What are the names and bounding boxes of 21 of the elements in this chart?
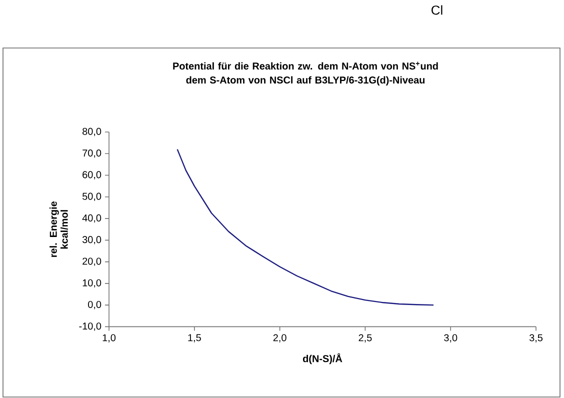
chart-title: Potential für die Reaktion zw. dem N-Atom von NS$^{+}$und dem S-Atom von NSCl auf B3LYP/6-31G(d)-Niveau [173,62,438,86]
x-tick-label: 2,0 [273,334,286,342]
x-tick-label: 1,5 [188,334,201,342]
x-tick-label: 3,0 [444,334,458,342]
y-tick-label: 50,0 [82,192,102,202]
y-tick-label: 30,0 [82,236,102,244]
y-tick-label: 20,0 [82,258,102,266]
y-tick-label: 70,0 [82,150,102,158]
y-tick-label: -10,0 [79,322,102,331]
text: Cl [432,5,442,15]
x-axis-title: d(N-S)/Å [302,353,342,364]
x-tick-label: 2,5 [358,334,372,342]
x-tick-label: 1,0 [102,334,116,342]
y-tick-label: 40,0 [82,214,102,223]
y-axis-title: rel. Energie kcal/mol [50,201,68,257]
y-tick-label: 60,0 [82,171,102,180]
y-tick-label: 80,0 [82,128,102,136]
y-tick-label: 10,0 [82,279,102,288]
x-tick-label: 3,5 [529,334,543,342]
y-tick-label: 0,0 [88,300,102,310]
line-series [176,148,434,306]
